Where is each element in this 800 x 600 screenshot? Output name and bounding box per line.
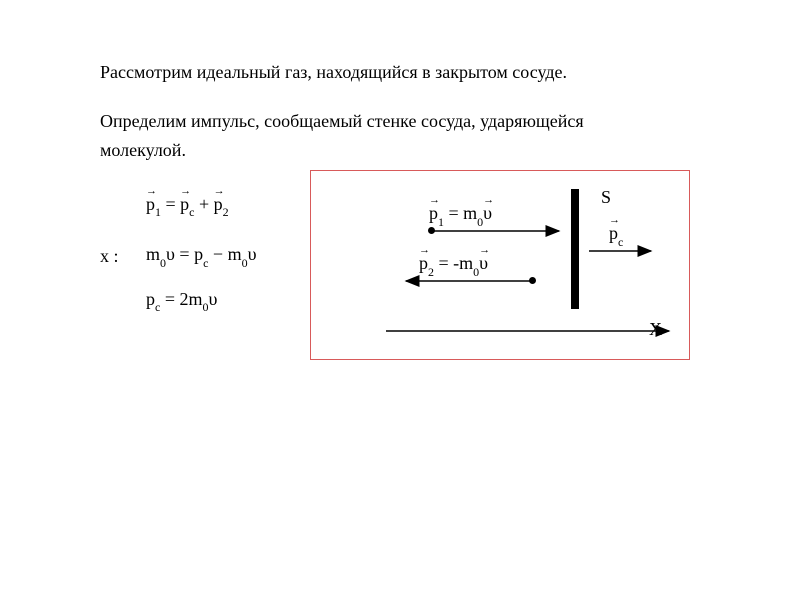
intro-line-3: молекулой. (100, 138, 800, 163)
intro-line-2: Определим импульс, сообщаемый стенке сос… (100, 109, 800, 134)
eq2-text: m0υ = pc − m0υ (146, 244, 257, 269)
label-x: X (649, 319, 662, 340)
physics-diagram: S →p1 = m0→υ →p2 = -m0→υ →pc X (310, 170, 690, 360)
molecule-dot-2 (529, 277, 536, 284)
intro-block-2: Определим импульс, сообщаемый стенке сос… (100, 109, 800, 163)
diagram-svg (311, 171, 691, 361)
eq3-text: pc = 2m0υ (146, 289, 217, 314)
molecule-dot-1 (428, 227, 435, 234)
intro-line-1: Рассмотрим идеальный газ, находящийся в … (100, 60, 800, 85)
eq1-text: →p1 = →pc + →p2 (146, 194, 229, 219)
eq2-label: х : (100, 246, 130, 267)
